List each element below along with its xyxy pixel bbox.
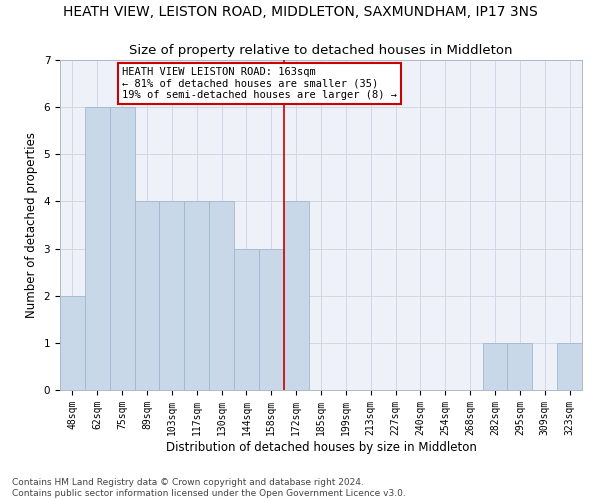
Bar [234,248,259,390]
Bar [85,107,110,390]
Text: Contains HM Land Registry data © Crown copyright and database right 2024.
Contai: Contains HM Land Registry data © Crown c… [12,478,406,498]
X-axis label: Distribution of detached houses by size in Middleton: Distribution of detached houses by size … [166,440,476,454]
Bar [557,343,582,390]
Title: Size of property relative to detached houses in Middleton: Size of property relative to detached ho… [129,44,513,58]
Bar [508,343,532,390]
Text: HEATH VIEW, LEISTON ROAD, MIDDLETON, SAXMUNDHAM, IP17 3NS: HEATH VIEW, LEISTON ROAD, MIDDLETON, SAX… [62,5,538,19]
Bar [209,202,234,390]
Bar [482,343,508,390]
Bar [110,107,134,390]
Bar [284,202,308,390]
Bar [60,296,85,390]
Text: HEATH VIEW LEISTON ROAD: 163sqm
← 81% of detached houses are smaller (35)
19% of: HEATH VIEW LEISTON ROAD: 163sqm ← 81% of… [122,67,397,100]
Bar [134,202,160,390]
Bar [259,248,284,390]
Y-axis label: Number of detached properties: Number of detached properties [25,132,38,318]
Bar [184,202,209,390]
Bar [160,202,184,390]
